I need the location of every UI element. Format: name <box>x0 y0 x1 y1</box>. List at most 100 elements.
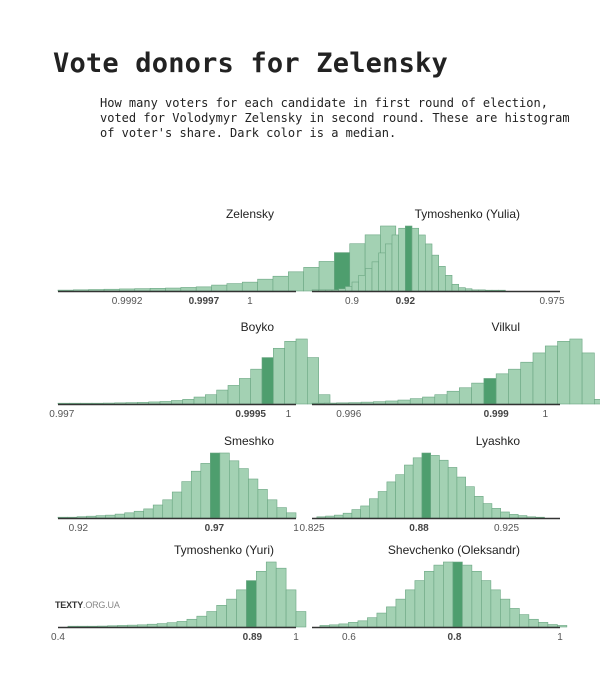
histogram-bar <box>257 489 268 519</box>
median-tick-label: 0.92 <box>396 296 416 307</box>
histogram-bar <box>385 400 399 405</box>
histogram-bar <box>171 400 183 405</box>
histogram-bar <box>307 357 319 405</box>
histogram-bar <box>286 512 297 519</box>
brand-domain: .ORG.UA <box>83 600 120 610</box>
histogram-bar <box>465 288 473 292</box>
histogram-bar <box>273 347 285 405</box>
histogram-bar <box>358 275 366 292</box>
histogram-bar <box>267 499 278 519</box>
histogram-bar <box>338 623 349 628</box>
histogram-bar <box>295 338 308 405</box>
histogram-bar <box>303 267 320 292</box>
histogram-bar <box>200 463 211 519</box>
histogram-bar <box>395 598 406 628</box>
histogram-bar <box>148 401 161 405</box>
histogram-8: Shevchenko (Oleksandr) 0.6 0.8 1 <box>312 543 568 643</box>
x-tick-label: 1 <box>247 296 253 307</box>
histogram-bar <box>471 570 482 628</box>
x-tick-label: 0.6 <box>342 632 356 643</box>
histogram-bar <box>439 459 449 519</box>
histogram-bar <box>398 227 406 292</box>
histogram-bar <box>376 612 387 628</box>
histogram-bar <box>190 470 202 519</box>
histogram-bar <box>509 514 519 519</box>
histogram-bar <box>490 589 501 628</box>
x-tick-label: 0.996 <box>336 409 361 420</box>
histogram-bar <box>397 399 411 405</box>
chart-title: Smeshko <box>224 434 274 448</box>
histogram-bar <box>405 589 416 628</box>
histogram-bar <box>227 385 240 405</box>
chart-title: Tymoshenko (Yulia) <box>415 207 520 221</box>
chart-title: Tymoshenko (Yuri) <box>174 543 274 557</box>
chart-title: Vilkul <box>492 320 520 334</box>
histogram-bar <box>256 570 267 628</box>
median-tick-label: 0.89 <box>243 632 263 643</box>
chart-description: How many voters for each candidate in fi… <box>100 96 570 140</box>
histogram-bar <box>418 234 426 292</box>
histogram-bar <box>385 243 393 292</box>
histogram-bar <box>357 620 368 628</box>
histogram-bar <box>451 283 459 292</box>
histogram-bar <box>159 401 172 405</box>
histogram-bar <box>456 476 466 519</box>
histogram-7: Tymoshenko (Yuri) 0.4 0.89 1 <box>51 543 307 643</box>
histogram-bar <box>377 491 388 519</box>
histogram-bar <box>373 401 386 405</box>
histogram-bar <box>404 464 414 519</box>
median-tick-label: 0.999 <box>484 409 509 420</box>
histogram-bar <box>186 618 198 628</box>
x-tick-label: 0.9992 <box>112 296 143 307</box>
histogram-bar <box>216 605 227 628</box>
histogram-bar <box>378 252 386 292</box>
histogram-bar <box>430 455 440 519</box>
histogram-bar <box>165 287 182 292</box>
median-bar <box>246 580 257 628</box>
histogram-bar <box>119 288 136 292</box>
histogram-bar <box>275 567 287 628</box>
histogram-bar <box>365 268 373 292</box>
histogram-bar <box>528 618 539 628</box>
histogram-bar <box>495 373 509 405</box>
histogram-bar <box>422 396 436 405</box>
histogram-bar <box>162 499 173 519</box>
histogram-bar <box>338 288 346 292</box>
histogram-bar <box>137 624 148 628</box>
histogram-bar <box>238 468 249 519</box>
x-tick-label: 0.925 <box>494 523 519 534</box>
histogram-bar <box>351 509 361 519</box>
histogram-bar <box>219 452 230 519</box>
histogram-bar <box>500 511 510 519</box>
histogram-bar <box>520 361 534 405</box>
histogram-bar <box>318 394 331 405</box>
histogram-bar <box>146 623 158 628</box>
x-tick-label: 1 <box>557 632 563 643</box>
histogram-bar <box>211 284 228 292</box>
median-tick-label: 0.9995 <box>235 409 266 420</box>
histogram-bar <box>196 615 208 628</box>
histogram-bar <box>547 624 558 628</box>
histogram-bar <box>367 617 378 628</box>
histogram-bar <box>166 622 178 628</box>
histogram-bar <box>288 271 304 292</box>
histogram-bar <box>241 281 258 292</box>
x-tick-label: 1 <box>293 632 299 643</box>
median-bar <box>334 252 351 292</box>
histogram-bar <box>248 478 259 519</box>
histogram-bar <box>462 564 473 628</box>
histogram-bar <box>239 378 251 405</box>
histogram-bar <box>105 514 116 519</box>
histogram-bar <box>471 382 485 405</box>
median-tick-label: 0.8 <box>448 632 462 643</box>
histogram-bar <box>434 394 448 405</box>
histogram-bar <box>447 467 458 519</box>
median-tick-label: 0.88 <box>409 523 429 534</box>
histogram-bar <box>284 341 297 405</box>
histogram-bar <box>431 254 439 292</box>
histogram-bar <box>348 622 359 628</box>
histogram-3: Boyko 0.997 0.9995 1 <box>49 320 331 420</box>
histogram-bar <box>229 460 240 519</box>
histogram-bar <box>491 508 501 519</box>
